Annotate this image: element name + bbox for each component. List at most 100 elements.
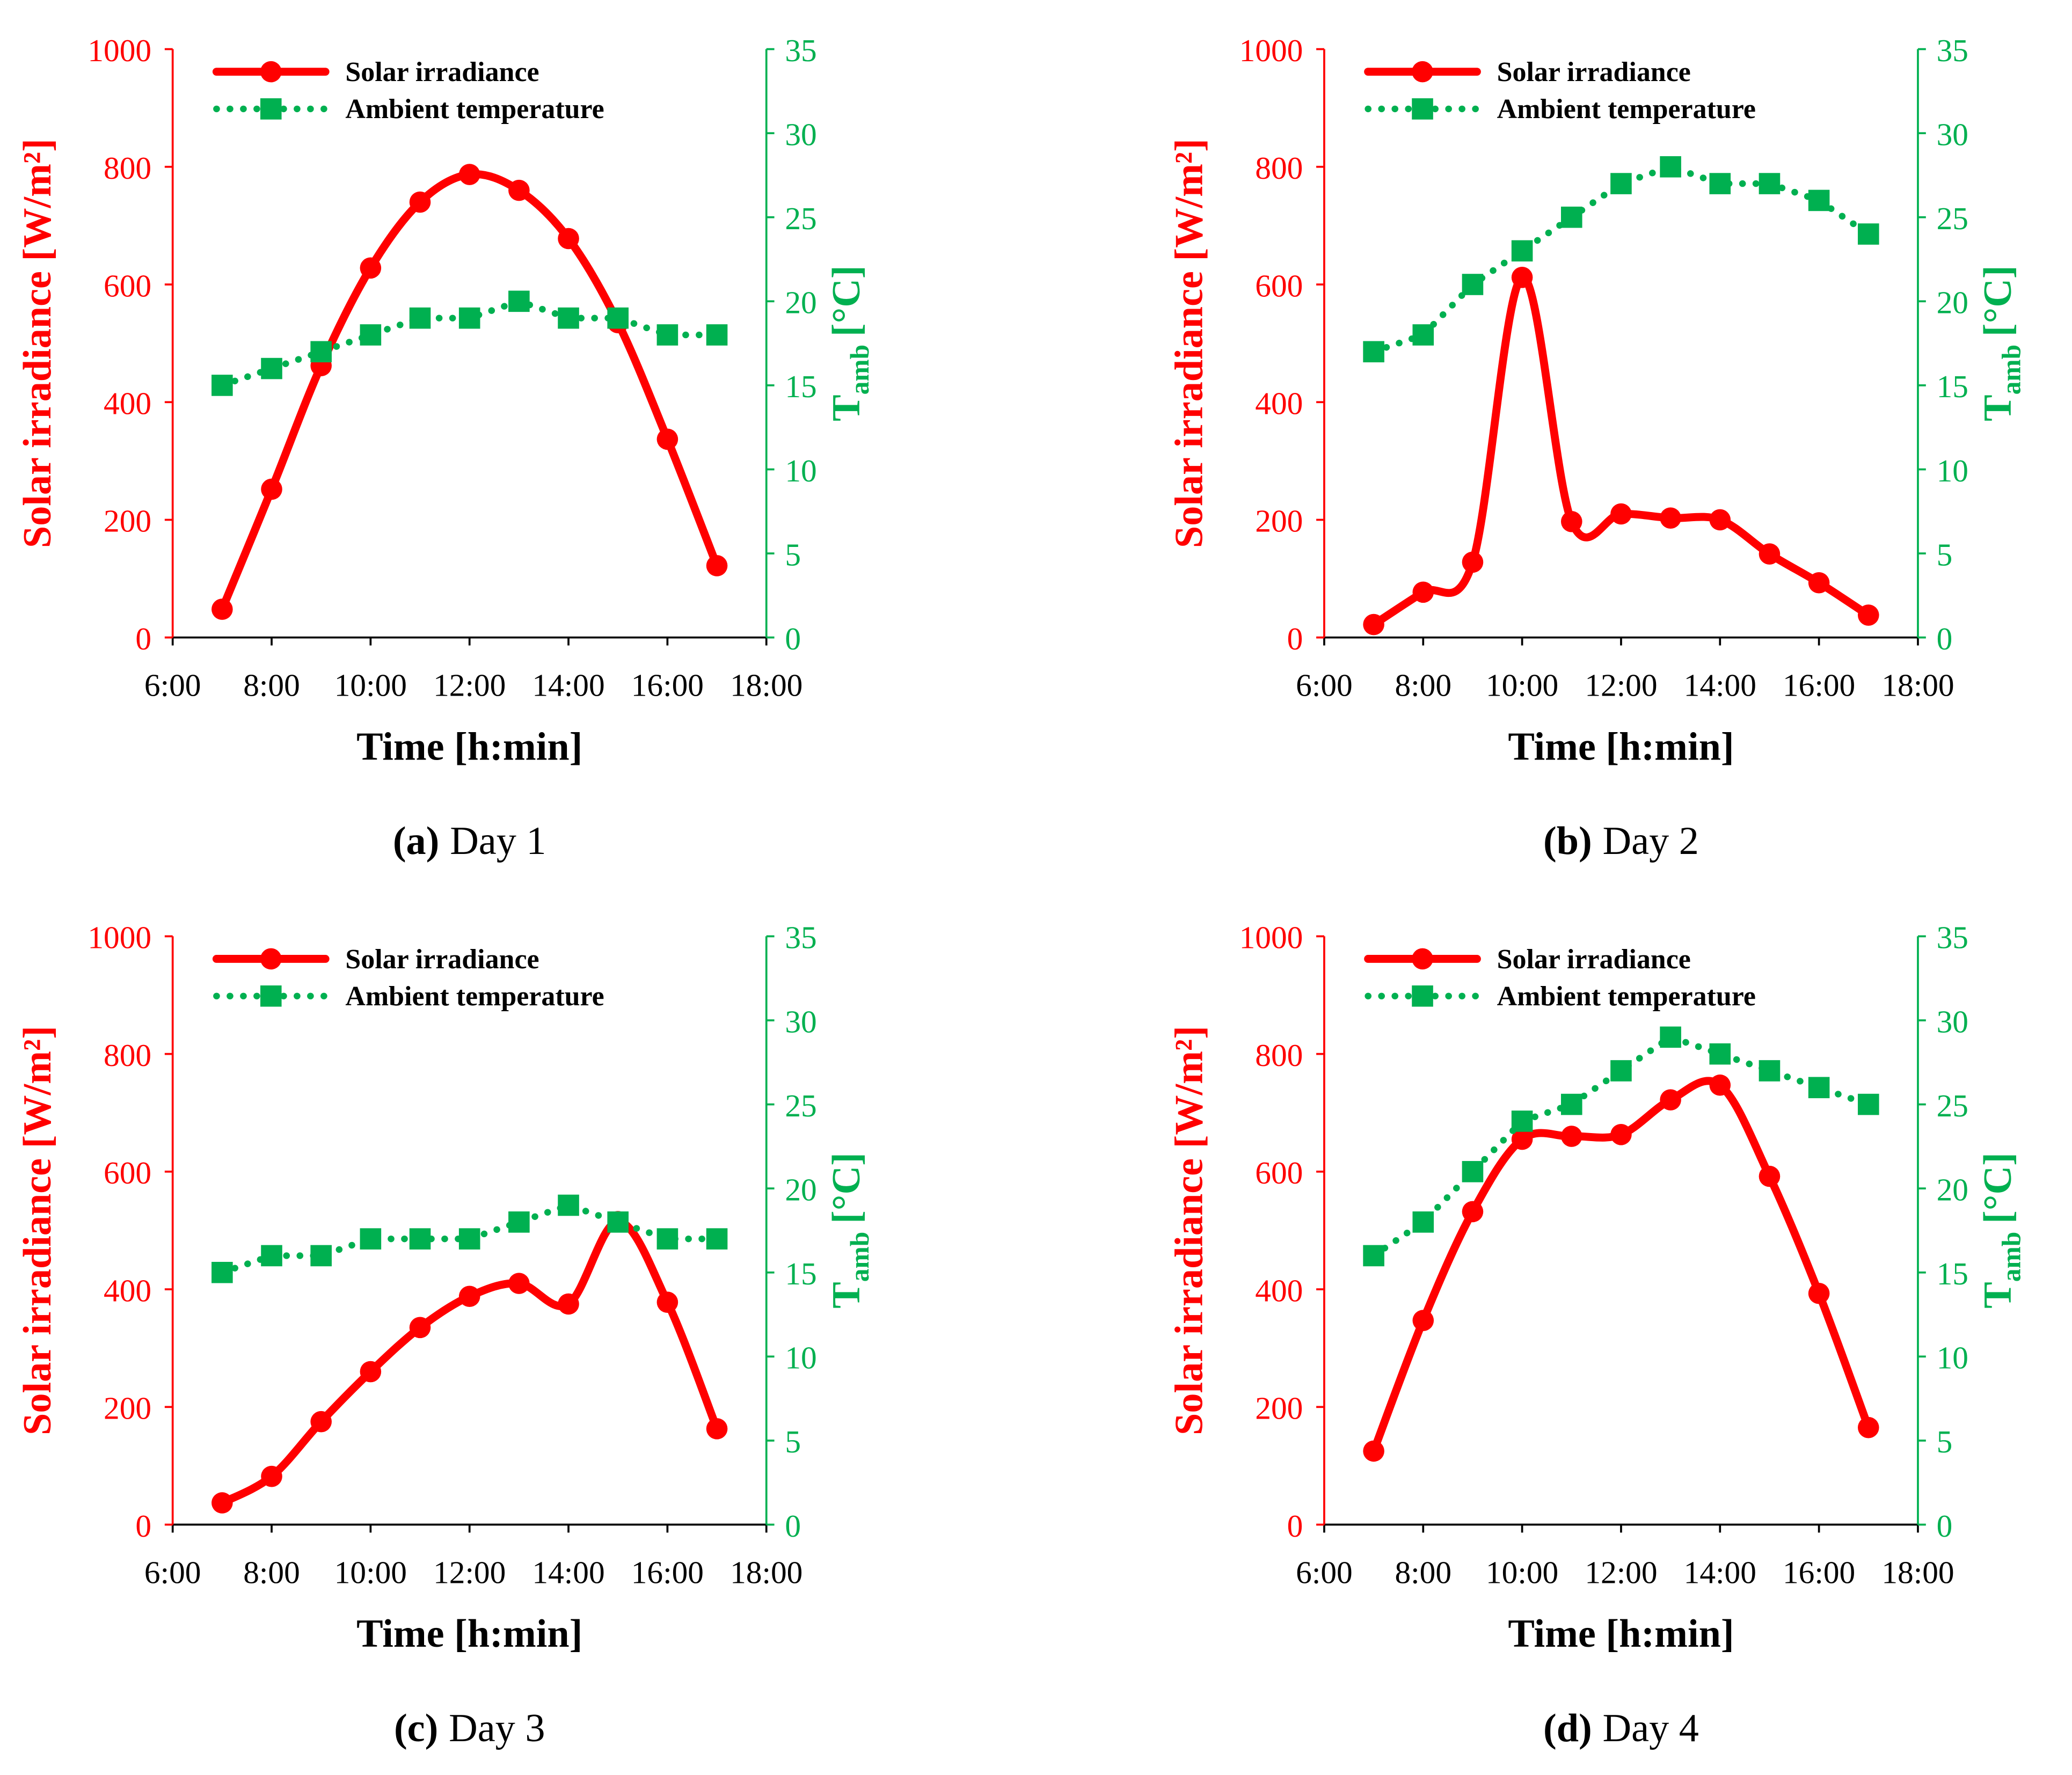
x-tick-label: 14:00 bbox=[1684, 1554, 1756, 1590]
x-tick-label: 14:00 bbox=[532, 668, 604, 703]
series-line bbox=[218, 170, 721, 613]
marker bbox=[458, 164, 480, 185]
series-line bbox=[1370, 1033, 1872, 1259]
caption-text: Day 1 bbox=[450, 819, 546, 863]
series-line bbox=[218, 297, 720, 389]
x-tick-label: 12:00 bbox=[1585, 668, 1657, 703]
legend-marker bbox=[1412, 985, 1433, 1007]
y2-title-sub: amb bbox=[845, 345, 874, 395]
marker bbox=[1363, 341, 1384, 363]
x-tick-label: 10:00 bbox=[1486, 1554, 1558, 1590]
legend-label: Ambient temperature bbox=[1497, 981, 1756, 1012]
y-axis-title: Solar irradiance [W/m²] bbox=[16, 1026, 60, 1435]
legend-marker bbox=[260, 985, 282, 1007]
marker bbox=[1709, 1043, 1731, 1065]
x-tick-label: 18:00 bbox=[730, 668, 802, 703]
y-tick-label: 800 bbox=[1255, 1038, 1303, 1073]
y-tick-label: 400 bbox=[104, 1273, 151, 1308]
y2-tick-label: 10 bbox=[785, 453, 816, 488]
marker bbox=[656, 428, 678, 450]
y-tick-label: 200 bbox=[104, 503, 151, 539]
marker bbox=[458, 307, 480, 329]
marker bbox=[458, 1228, 480, 1250]
panel: 6:00 8:00 10:00 12:00 14:00 16:00 18:000200400… bbox=[16, 33, 874, 863]
legend-label: Solar irradiance bbox=[1497, 944, 1691, 975]
y2-tick-label: 35 bbox=[1937, 33, 1968, 68]
y2-tick-label: 5 bbox=[785, 1424, 801, 1459]
y2-tick-label: 25 bbox=[1937, 201, 1968, 236]
legend-marker bbox=[1412, 61, 1433, 83]
x-axis-title: Time [h:min] bbox=[1508, 1612, 1734, 1656]
marker bbox=[1857, 223, 1879, 245]
marker bbox=[409, 1317, 431, 1339]
marker bbox=[1511, 1128, 1533, 1150]
y2-tick-label: 5 bbox=[1937, 537, 1953, 572]
y-tick-label: 200 bbox=[1255, 1391, 1303, 1426]
y2-tick-label: 15 bbox=[785, 369, 816, 404]
y2-title-main: T bbox=[825, 395, 869, 421]
y-axis-title: Solar irradiance [W/m²] bbox=[16, 138, 60, 548]
x-tick-label: 18:00 bbox=[730, 1554, 802, 1590]
x-tick-label: 12:00 bbox=[1585, 1554, 1657, 1590]
marker bbox=[508, 179, 530, 201]
x-tick-label: 12:00 bbox=[433, 1554, 506, 1590]
y2-tick-label: 0 bbox=[785, 621, 801, 656]
marker bbox=[1660, 156, 1681, 178]
panel: 6:00 8:00 10:00 12:00 14:00 16:00 18:000200400… bbox=[16, 920, 874, 1750]
x-tick-label: 18:00 bbox=[1881, 1554, 1954, 1590]
y2-tick-label: 30 bbox=[785, 1004, 816, 1039]
marker bbox=[1759, 543, 1781, 565]
x-tick-label: 8:00 bbox=[243, 668, 300, 703]
x-tick-label: 8:00 bbox=[1395, 668, 1451, 703]
marker bbox=[211, 598, 233, 620]
marker bbox=[360, 1361, 382, 1383]
marker bbox=[1462, 274, 1484, 295]
x-axis-title: Time [h:min] bbox=[356, 1612, 582, 1656]
y2-tick-label: 20 bbox=[1937, 1172, 1968, 1207]
y2-axis-title: Tamb [°C] bbox=[825, 1152, 874, 1309]
marker bbox=[706, 324, 728, 346]
x-tick-label: 14:00 bbox=[532, 1554, 604, 1590]
x-tick-label: 6:00 bbox=[144, 668, 201, 703]
marker bbox=[607, 1211, 629, 1233]
marker bbox=[458, 1285, 480, 1307]
y2-tick-label: 5 bbox=[1937, 1424, 1953, 1459]
y-tick-label: 200 bbox=[1255, 503, 1303, 539]
marker bbox=[706, 1228, 728, 1250]
x-tick-label: 16:00 bbox=[631, 1554, 704, 1590]
x-tick-label: 16:00 bbox=[1783, 668, 1855, 703]
series-line bbox=[1369, 273, 1873, 629]
x-tick-label: 18:00 bbox=[1881, 668, 1954, 703]
y-axis-title: Solar irradiance [W/m²] bbox=[1167, 138, 1211, 548]
marker bbox=[508, 290, 530, 312]
x-tick-label: 10:00 bbox=[334, 668, 407, 703]
marker bbox=[1462, 1161, 1484, 1182]
legend-label: Ambient temperature bbox=[345, 94, 604, 125]
marker bbox=[360, 1228, 382, 1250]
marker bbox=[1462, 551, 1484, 573]
y-tick-label: 0 bbox=[135, 621, 151, 656]
y2-title-main: T bbox=[1976, 395, 2020, 421]
marker bbox=[409, 191, 431, 213]
caption: (d) Day 4 bbox=[1543, 1706, 1699, 1750]
marker bbox=[656, 1228, 678, 1250]
legend-label: Ambient temperature bbox=[345, 981, 604, 1012]
y2-title-sub: amb bbox=[1996, 1232, 2026, 1282]
y-tick-label: 1000 bbox=[1239, 920, 1303, 955]
x-tick-label: 12:00 bbox=[433, 668, 506, 703]
marker bbox=[310, 341, 332, 363]
panel-label: (c) bbox=[394, 1706, 438, 1750]
marker bbox=[1709, 173, 1731, 194]
caption: (a) Day 1 bbox=[393, 819, 546, 863]
y-tick-label: 1000 bbox=[87, 920, 151, 955]
legend-marker bbox=[260, 61, 282, 83]
marker bbox=[1610, 1124, 1632, 1145]
y2-axis-title: Tamb [°C] bbox=[1976, 1152, 2026, 1309]
y-tick-label: 200 bbox=[104, 1391, 151, 1426]
x-tick-label: 14:00 bbox=[1684, 668, 1756, 703]
marker bbox=[1560, 206, 1582, 228]
y2-tick-label: 5 bbox=[785, 537, 801, 572]
marker bbox=[409, 1228, 431, 1250]
marker bbox=[1709, 509, 1731, 531]
